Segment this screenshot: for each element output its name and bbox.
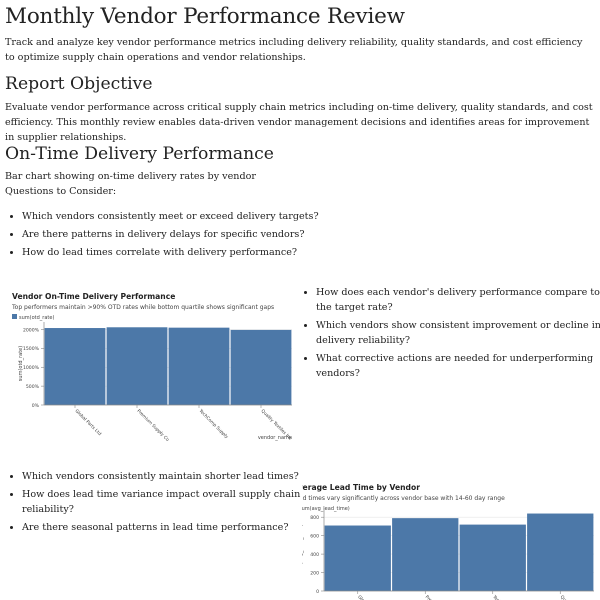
list-item: How does each vendor's delivery performa… <box>316 285 600 315</box>
objective-text: Evaluate vendor performance across criti… <box>5 102 593 143</box>
questions-label: Questions to Consider: <box>5 186 117 197</box>
y-tick-label: 0% <box>32 403 40 409</box>
chart-title: Vendor On-Time Delivery Performance <box>12 292 175 301</box>
y-tick-label: 0 <box>316 589 319 595</box>
bar <box>459 524 526 591</box>
y-tick-label: 200 <box>310 570 319 576</box>
x-tick-label: Tech <box>491 593 503 600</box>
y-tick-label: 1500% <box>23 346 40 352</box>
x-axis-title: vendor_name <box>258 435 292 441</box>
lead-time-chart-svg: Average Lead Time by Vendor Lead times va… <box>302 483 594 600</box>
chart-subtitle: Top performers maintain >90% OTD rates w… <box>11 304 274 311</box>
x-tick-label: Premium Supply Co <box>136 408 171 442</box>
list-item: Which vendors consistently meet or excee… <box>22 209 322 224</box>
otd-chart-caption: Bar chart showing on-time delivery rates… <box>5 171 256 182</box>
x-tick-label: Global Parts Ltd <box>74 408 103 437</box>
chart-subtitle: Lead times vary significantly across ven… <box>302 495 505 502</box>
x-tick-label: Prem <box>424 594 436 600</box>
bar <box>324 525 391 591</box>
list-item: Are there seasonal patterns in lead time… <box>22 520 322 535</box>
bar <box>106 327 168 405</box>
list-item: Which vendors show consistent improvemen… <box>316 318 600 348</box>
y-axis-title: sum(otd_rate) <box>18 346 24 381</box>
x-tick-label: TechComp Supply <box>197 407 230 440</box>
lead-questions-list: Which vendors consistently maintain shor… <box>4 469 322 538</box>
page-title: Monthly Vendor Performance Review <box>5 4 405 29</box>
otd-chart-svg: Vendor On-Time Delivery Performance Top p… <box>11 292 293 442</box>
y-tick-label: 500% <box>26 384 40 390</box>
lead-time-chart: Average Lead Time by Vendor Lead times va… <box>302 475 600 600</box>
list-item: How do lead times correlate with deliver… <box>22 245 322 260</box>
y-tick-label: 2000% <box>23 327 40 333</box>
legend-label: sum(avg_lead_time) <box>302 506 350 512</box>
list-item: What corrective actions are needed for u… <box>316 351 600 381</box>
otd-questions-list: Which vendors consistently meet or excee… <box>4 209 322 263</box>
y-tick-label: 400 <box>310 552 319 558</box>
bar <box>44 328 106 405</box>
y-axis-title: sum(avg_lead_time) <box>302 524 304 575</box>
list-item: Are there patterns in delivery delays fo… <box>22 227 322 242</box>
otd-heading: On-Time Delivery Performance <box>5 144 274 164</box>
legend-label: sum(otd_rate) <box>19 315 54 321</box>
bar <box>392 518 459 591</box>
legend-swatch <box>12 314 17 319</box>
objective-heading: Report Objective <box>5 74 153 94</box>
page-description: Track and analyze key vendor performance… <box>5 37 583 63</box>
list-item: How does lead time variance impact overa… <box>22 487 322 517</box>
bar <box>527 513 594 591</box>
x-tick-label: Qual <box>559 594 570 600</box>
list-item: Which vendors consistently maintain shor… <box>22 469 322 484</box>
otd-chart: Vendor On-Time Delivery Performance Top p… <box>6 284 298 442</box>
y-tick-label: 600 <box>310 533 319 539</box>
y-tick-label: 800 <box>310 515 319 521</box>
bar <box>230 329 292 405</box>
y-tick-label: 1000% <box>23 365 40 371</box>
bar <box>168 327 230 405</box>
x-tick-label: Glob <box>356 594 368 600</box>
chart-title: Average Lead Time by Vendor <box>302 483 420 492</box>
otd-side-questions-list: How does each vendor's delivery performa… <box>298 285 600 384</box>
